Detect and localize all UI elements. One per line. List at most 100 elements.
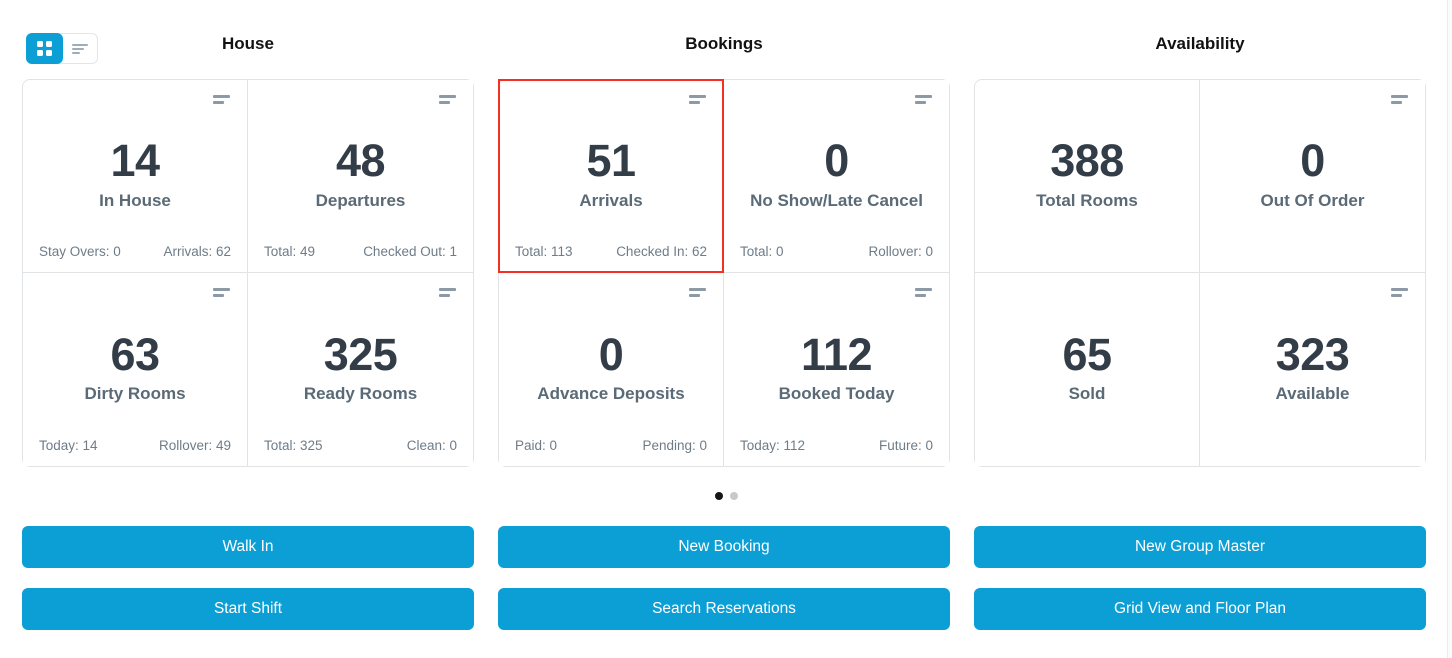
stat-label: Booked Today bbox=[778, 384, 895, 404]
stat-label: Departures bbox=[315, 190, 406, 210]
stat-card-ready-rooms[interactable]: 325 Ready Rooms Total: 325 Clean: 0 bbox=[248, 273, 473, 466]
stat-card-body: 388 Total Rooms bbox=[975, 134, 1199, 211]
new-group-master-button[interactable]: New Group Master bbox=[974, 526, 1426, 568]
stat-value: 388 bbox=[1050, 134, 1124, 186]
stat-sub-right: Rollover: 0 bbox=[868, 244, 933, 259]
stat-value: 51 bbox=[586, 134, 636, 186]
search-reservations-button[interactable]: Search Reservations bbox=[498, 588, 950, 630]
view-toggle bbox=[26, 33, 98, 64]
stat-value: 112 bbox=[800, 328, 873, 380]
stat-sub-right: Arrivals: 62 bbox=[163, 244, 231, 259]
stat-footer: Today: 14 Rollover: 49 bbox=[39, 438, 231, 453]
stat-card-dirty-rooms[interactable]: 63 Dirty Rooms Today: 14 Rollover: 49 bbox=[23, 273, 248, 466]
scrollbar-track[interactable] bbox=[1447, 0, 1452, 658]
stat-card-body: 63 Dirty Rooms bbox=[23, 330, 247, 404]
stat-sub-left: Paid: 0 bbox=[515, 438, 558, 453]
stat-card-body: 0 No Show/Late Cancel bbox=[724, 134, 949, 211]
card-group-availability: 388 Total Rooms 0 Out Of Order 65 Sold 3… bbox=[974, 79, 1426, 467]
list-view-icon bbox=[71, 43, 88, 54]
sort-lines-icon bbox=[439, 288, 456, 297]
stat-card-body: 323 Available bbox=[1200, 330, 1425, 404]
stat-sub-right: Pending: 0 bbox=[642, 438, 707, 453]
card-group-house: 14 In House Stay Overs: 0 Arrivals: 62 4… bbox=[22, 79, 474, 467]
stat-footer: Total: 0 Rollover: 0 bbox=[740, 244, 933, 259]
grid-view-button[interactable] bbox=[26, 33, 63, 64]
stat-label: Sold bbox=[1068, 384, 1106, 404]
stat-card-body: 0 Advance Deposits bbox=[499, 330, 723, 404]
stat-footer: Stay Overs: 0 Arrivals: 62 bbox=[39, 244, 231, 259]
stat-value: 0 bbox=[824, 134, 849, 186]
stat-card-total-rooms[interactable]: 388 Total Rooms bbox=[975, 80, 1200, 273]
stat-card-body: 14 In House bbox=[23, 134, 247, 211]
stat-card-groups: 14 In House Stay Overs: 0 Arrivals: 62 4… bbox=[22, 79, 1426, 467]
sort-lines-icon bbox=[915, 288, 932, 297]
stat-sub-left: Total: 0 bbox=[740, 244, 784, 259]
stat-card-arrivals[interactable]: 51 Arrivals Total: 113 Checked In: 62 bbox=[498, 79, 724, 273]
stat-card-out-of-order[interactable]: 0 Out Of Order bbox=[1200, 80, 1425, 273]
stat-card-available[interactable]: 323 Available bbox=[1200, 273, 1425, 466]
stat-sub-left: Total: 49 bbox=[264, 244, 316, 259]
page-dot-2[interactable] bbox=[729, 492, 738, 500]
sort-lines-icon bbox=[439, 95, 456, 104]
stat-sub-left: Total: 113 bbox=[515, 244, 573, 259]
stat-value: 0 bbox=[598, 328, 624, 380]
action-buttons: Walk In New Booking New Group Master Start … bbox=[22, 526, 1426, 630]
stat-value: 65 bbox=[1062, 328, 1112, 380]
stat-card-body: 48 Departures bbox=[248, 134, 473, 211]
sort-lines-icon bbox=[689, 288, 706, 297]
stat-sub-right: Rollover: 49 bbox=[158, 438, 231, 453]
stat-card-body: 65 Sold bbox=[975, 330, 1199, 404]
sort-lines-icon bbox=[689, 95, 706, 104]
stat-card-body: 0 Out Of Order bbox=[1200, 136, 1425, 211]
stat-card-body: 51 Arrivals bbox=[499, 134, 723, 211]
stat-sub-right: Clean: 0 bbox=[406, 438, 457, 453]
card-group-bookings: 51 Arrivals Total: 113 Checked In: 62 0 … bbox=[498, 79, 950, 467]
sort-lines-icon bbox=[213, 95, 230, 104]
stat-card-advance-deposits[interactable]: 0 Advance Deposits Paid: 0 Pending: 0 bbox=[499, 273, 724, 466]
stat-label: Ready Rooms bbox=[303, 384, 418, 404]
carousel-pagination bbox=[0, 492, 1452, 500]
stat-label: Dirty Rooms bbox=[84, 384, 186, 404]
stat-sub-left: Total: 325 bbox=[264, 438, 323, 453]
stat-footer: Total: 49 Checked Out: 1 bbox=[264, 244, 457, 259]
stat-value: 325 bbox=[323, 328, 398, 380]
start-shift-button[interactable]: Start Shift bbox=[22, 588, 474, 630]
stat-label: Total Rooms bbox=[1036, 190, 1138, 210]
stat-value: 14 bbox=[110, 134, 160, 186]
section-title-house: House bbox=[222, 34, 274, 53]
stat-footer: Total: 113 Checked In: 62 bbox=[515, 244, 707, 259]
section-title-availability: Availability bbox=[1155, 34, 1245, 53]
stat-value: 323 bbox=[1275, 328, 1350, 380]
stat-label: Available bbox=[1275, 384, 1350, 404]
sort-lines-icon bbox=[1391, 95, 1408, 104]
list-view-button[interactable] bbox=[62, 34, 97, 63]
stat-label: Advance Deposits bbox=[537, 384, 685, 404]
sort-lines-icon bbox=[915, 95, 932, 104]
dashboard-topbar: House Bookings Availability bbox=[0, 0, 1452, 64]
stat-card-sold[interactable]: 65 Sold bbox=[975, 273, 1200, 466]
section-headers: House Bookings Availability bbox=[22, 34, 1426, 54]
stat-card-booked-today[interactable]: 112 Booked Today Today: 112 Future: 0 bbox=[724, 273, 949, 466]
walk-in-button[interactable]: Walk In bbox=[22, 526, 474, 568]
stat-sub-left: Today: 112 bbox=[740, 438, 806, 453]
section-title-bookings: Bookings bbox=[685, 34, 763, 53]
stat-card-no-show-late-cancel[interactable]: 0 No Show/Late Cancel Total: 0 Rollover:… bbox=[724, 80, 949, 273]
stat-value: 48 bbox=[335, 134, 386, 186]
sort-lines-icon bbox=[213, 288, 230, 297]
stat-label: In House bbox=[99, 190, 171, 210]
stat-sub-left: Stay Overs: 0 bbox=[39, 244, 121, 259]
stat-card-in-house[interactable]: 14 In House Stay Overs: 0 Arrivals: 62 bbox=[23, 80, 248, 273]
stat-sub-right: Future: 0 bbox=[878, 438, 933, 453]
stat-card-departures[interactable]: 48 Departures Total: 49 Checked Out: 1 bbox=[248, 80, 473, 273]
grid-view-and-floor-plan-button[interactable]: Grid View and Floor Plan bbox=[974, 588, 1426, 630]
stat-sub-right: Checked In: 62 bbox=[616, 244, 707, 259]
new-booking-button[interactable]: New Booking bbox=[498, 526, 950, 568]
page-dot-1[interactable] bbox=[714, 492, 723, 500]
stat-footer: Today: 112 Future: 0 bbox=[740, 438, 933, 453]
sort-lines-icon bbox=[1391, 288, 1408, 297]
stat-label: Arrivals bbox=[579, 190, 643, 210]
stat-card-body: 112 Booked Today bbox=[724, 330, 949, 404]
stat-sub-left: Today: 14 bbox=[39, 438, 98, 453]
stat-card-body: 325 Ready Rooms bbox=[248, 330, 473, 404]
